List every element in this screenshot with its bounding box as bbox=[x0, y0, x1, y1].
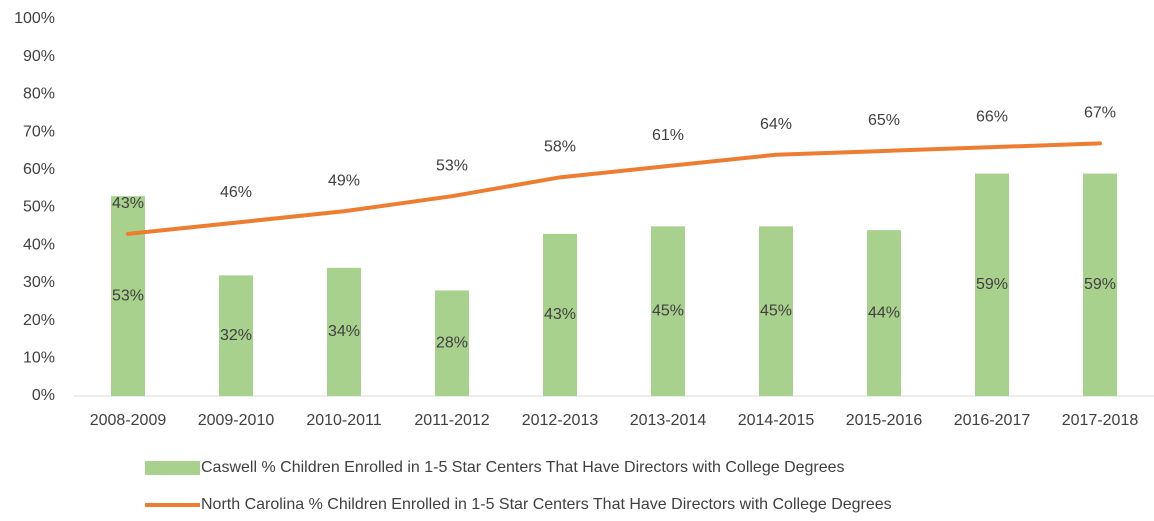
data-label: 61% bbox=[652, 127, 684, 144]
y-tick-label: 50% bbox=[23, 199, 55, 216]
y-tick-label: 10% bbox=[23, 350, 55, 367]
data-label: 64% bbox=[760, 116, 792, 133]
data-label: 32% bbox=[220, 327, 252, 344]
y-tick-label: 20% bbox=[23, 312, 55, 329]
data-label: 43% bbox=[112, 195, 144, 212]
data-label: 44% bbox=[868, 304, 900, 321]
line bbox=[126, 141, 1102, 236]
data-label: 34% bbox=[328, 323, 360, 340]
data-label: 53% bbox=[112, 287, 144, 304]
bar bbox=[651, 226, 685, 396]
bar bbox=[219, 275, 253, 396]
x-tick-label: 2010-2011 bbox=[306, 412, 381, 429]
x-tick-label: 2008-2009 bbox=[90, 412, 167, 429]
data-label: 49% bbox=[328, 172, 360, 189]
data-label: 66% bbox=[976, 108, 1008, 125]
x-tick-label: 2014-2015 bbox=[738, 412, 815, 429]
data-label: 45% bbox=[760, 302, 792, 319]
y-tick-label: 70% bbox=[23, 123, 55, 140]
y-tick-label: 30% bbox=[23, 274, 55, 291]
data-label: 46% bbox=[220, 184, 252, 201]
x-tick-label: 2017-2018 bbox=[1062, 412, 1139, 429]
y-tick-label: 90% bbox=[23, 48, 55, 65]
x-tick-label: 2009-2010 bbox=[198, 412, 275, 429]
data-label: 59% bbox=[976, 276, 1008, 293]
bar bbox=[543, 233, 577, 396]
x-tick-label: 2011-2012 bbox=[414, 412, 489, 429]
data-label: 65% bbox=[868, 112, 900, 129]
bar bbox=[1083, 173, 1117, 396]
data-label: 45% bbox=[652, 302, 684, 319]
x-tick-label: 2015-2016 bbox=[846, 412, 923, 429]
y-tick-label: 80% bbox=[23, 86, 55, 103]
data-label: 43% bbox=[544, 306, 576, 323]
y-tick-label: 40% bbox=[23, 236, 55, 253]
legend-swatch bbox=[145, 461, 200, 475]
data-label: 67% bbox=[1084, 105, 1116, 122]
y-tick-label: 100% bbox=[14, 10, 55, 27]
bar bbox=[975, 173, 1009, 396]
data-label: 58% bbox=[544, 139, 576, 156]
legend-label: Caswell % Children Enrolled in 1-5 Star … bbox=[201, 459, 845, 476]
bar bbox=[867, 230, 901, 396]
data-label: 59% bbox=[1084, 276, 1116, 293]
y-tick-label: 0% bbox=[32, 387, 55, 404]
y-tick-label: 60% bbox=[23, 161, 55, 178]
x-tick-label: 2016-2017 bbox=[954, 412, 1031, 429]
bar bbox=[759, 226, 793, 396]
data-label: 53% bbox=[436, 157, 468, 174]
legend-label: North Carolina % Children Enrolled in 1-… bbox=[201, 496, 892, 513]
x-tick-label: 2013-2014 bbox=[630, 412, 707, 429]
data-label: 28% bbox=[436, 334, 468, 351]
bar bbox=[327, 267, 361, 396]
bar bbox=[111, 196, 145, 396]
x-tick-label: 2012-2013 bbox=[522, 412, 599, 429]
bar bbox=[435, 290, 469, 396]
